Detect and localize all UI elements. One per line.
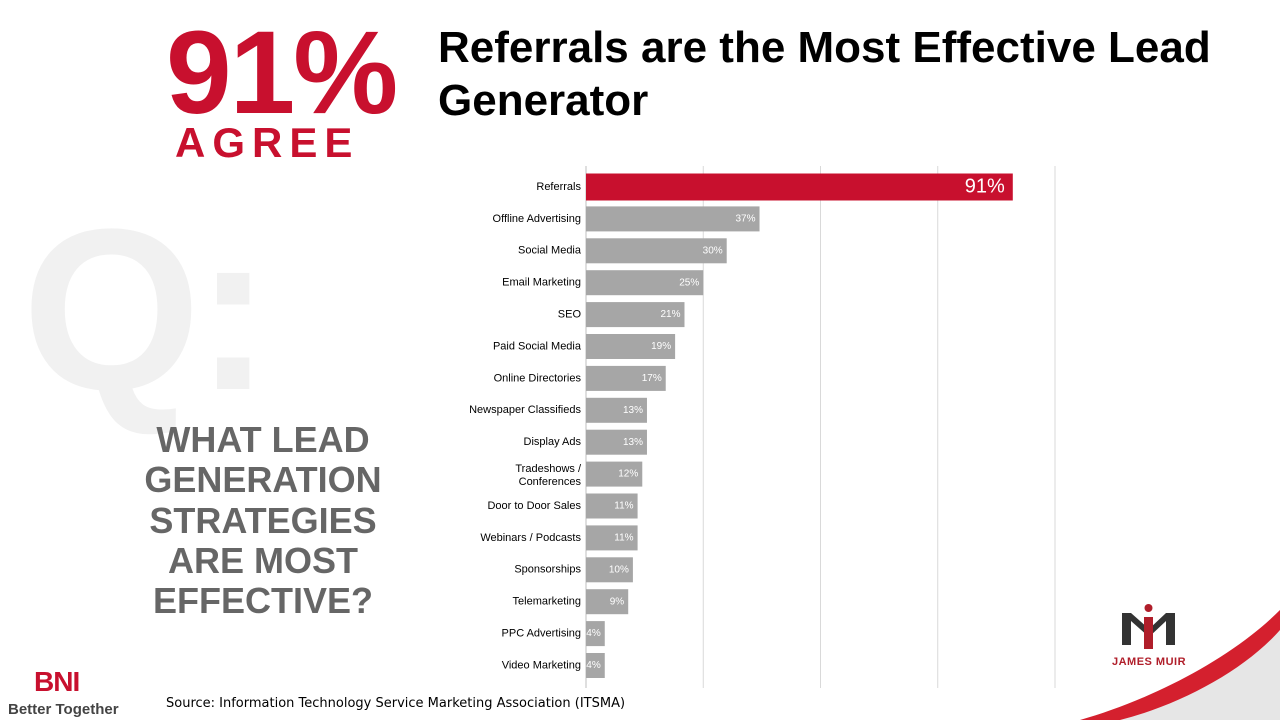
bar <box>586 621 605 647</box>
corner-swoosh <box>1080 610 1280 720</box>
value-label: 10% <box>609 564 629 575</box>
value-label: 13% <box>623 405 643 416</box>
value-label: 9% <box>610 596 625 607</box>
value-label: 37% <box>736 214 756 225</box>
category-label: Door to Door Sales <box>487 500 581 512</box>
bar <box>586 365 666 391</box>
bar <box>586 589 629 615</box>
james-muir-logo: JAMES MUIR <box>1094 603 1204 668</box>
bar <box>586 238 727 264</box>
category-label: Social Media <box>518 245 582 257</box>
corner-swoosh-grey <box>1120 630 1280 720</box>
bar <box>586 429 647 455</box>
category-label: Sponsorships <box>514 564 581 576</box>
slide-title: Referrals are the Most Effective Lead Ge… <box>438 23 1211 125</box>
category-label: Display Ads <box>524 436 582 448</box>
bar <box>586 493 638 519</box>
category-label: SEO <box>558 309 582 321</box>
category-label: Referrals <box>536 181 581 193</box>
category-label: Telemarketing <box>513 596 581 608</box>
value-label: 4% <box>586 660 601 671</box>
bar <box>586 302 685 328</box>
value-label: 19% <box>651 341 671 352</box>
bni-tagline: Better Together <box>8 701 119 718</box>
question-text: WHAT LEAD GENERATION STRATEGIES ARE MOST… <box>144 419 382 622</box>
bar <box>586 206 760 232</box>
value-label: 25% <box>679 277 699 288</box>
value-label: 12% <box>618 469 638 480</box>
value-label: 11% <box>614 501 633 512</box>
category-label: PPC Advertising <box>502 628 581 640</box>
lead-generation-bar-chart: Referrals 91% Offline Advertising 37% Social… <box>469 166 1056 688</box>
category-label: Paid Social Media <box>493 340 582 352</box>
bar <box>586 270 704 296</box>
category-label: Tradeshows / Conferences <box>515 463 582 488</box>
bar <box>586 397 647 423</box>
value-label: 11% <box>614 533 633 544</box>
bar <box>586 334 676 359</box>
category-label: Webinars / Podcasts <box>480 532 581 544</box>
value-label: 21% <box>660 309 680 320</box>
bni-logo: BNI Better Together <box>8 666 130 719</box>
james-muir-text: JAMES MUIR <box>1111 656 1187 668</box>
category-label: Offline Advertising <box>493 213 581 225</box>
background-q-glyph: Q: <box>22 181 271 438</box>
bar <box>586 653 605 678</box>
source-note: Source: Information Technology Service M… <box>166 696 626 711</box>
bni-logo-text: BNI <box>34 666 80 697</box>
jm-monogram-icon <box>1122 604 1175 649</box>
value-label: 4% <box>586 628 601 639</box>
value-label: 30% <box>703 245 723 256</box>
value-label: 91% <box>965 175 1005 197</box>
agree-label: AGREE <box>175 119 360 166</box>
category-label: Online Directories <box>494 372 582 384</box>
bar <box>586 525 638 551</box>
bar <box>586 461 643 487</box>
bar <box>586 173 1013 201</box>
value-label: 17% <box>642 373 662 384</box>
value-label: 13% <box>623 437 643 448</box>
bar <box>586 557 633 583</box>
category-label: Newspaper Classifieds <box>469 404 581 416</box>
category-label: Email Marketing <box>502 277 581 289</box>
big-percent-stat: 91% <box>166 7 398 139</box>
category-label: Video Marketing <box>502 659 581 671</box>
